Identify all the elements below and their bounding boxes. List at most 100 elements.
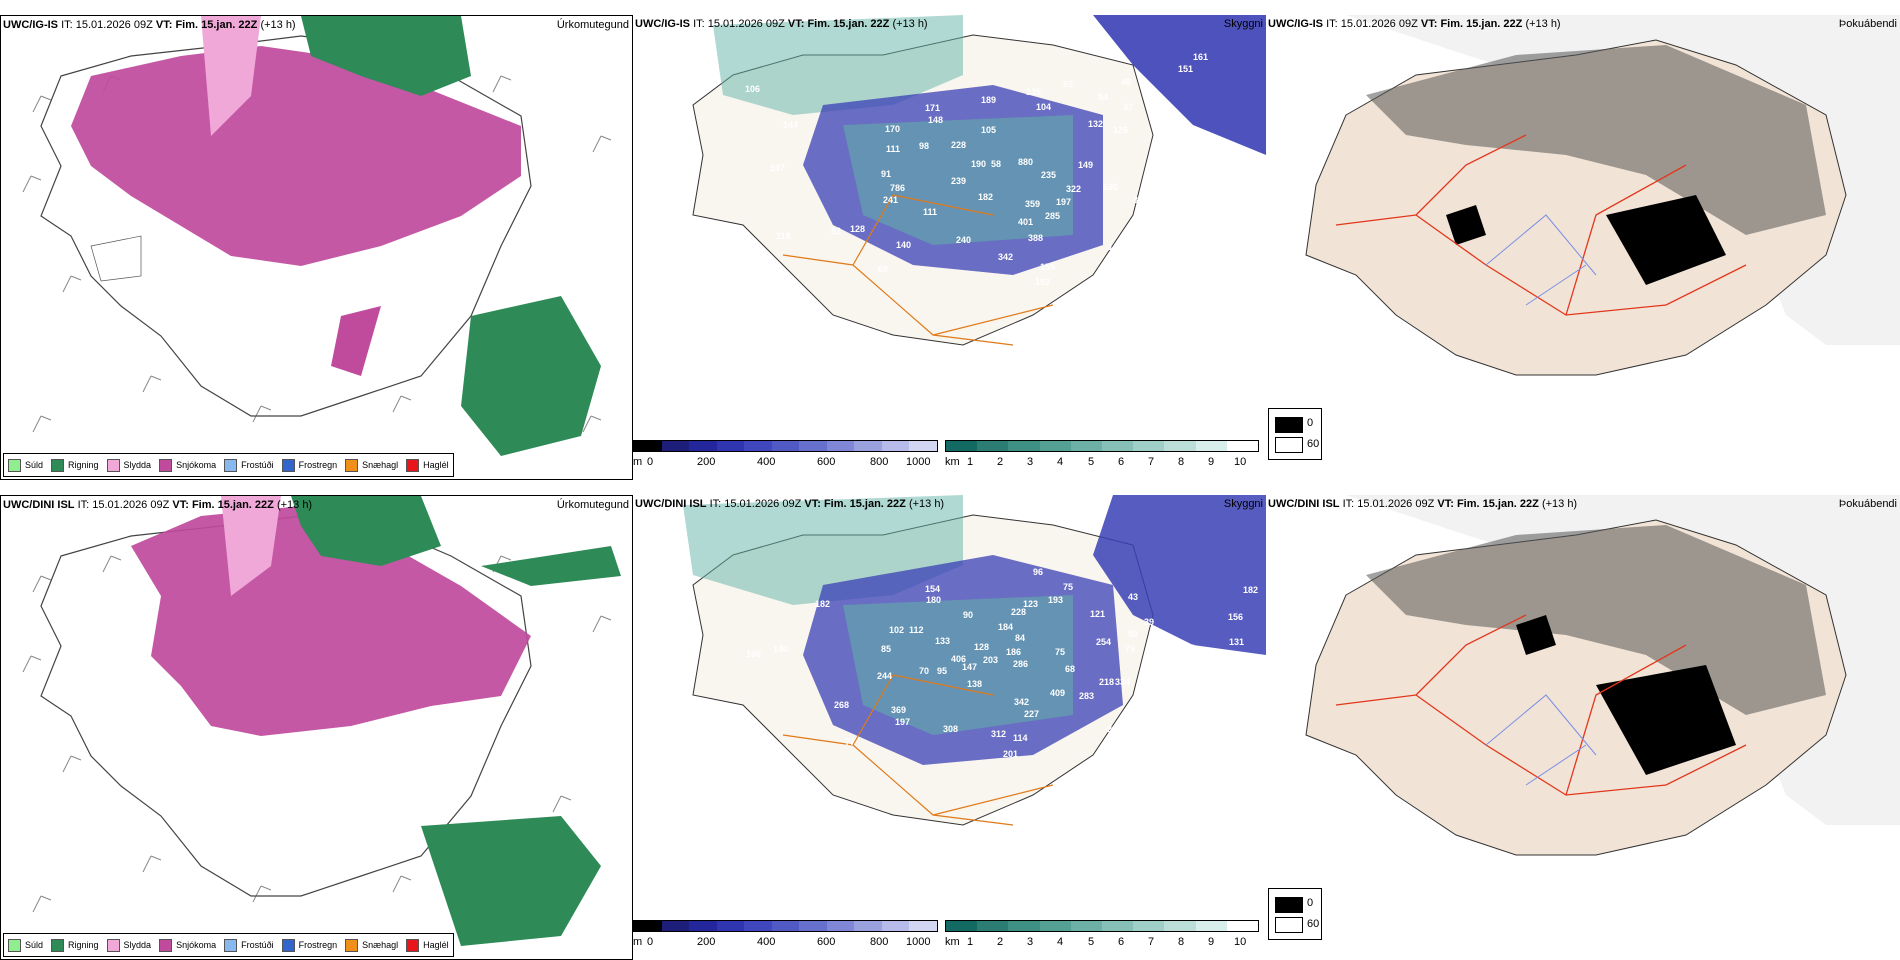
tick-label: 0 (647, 936, 654, 948)
fog-high-area (1446, 205, 1486, 245)
fog-index-panel-1: UWC/IG-IS IT: 15.01.2026 09Z VT: Fim. 15… (1266, 15, 1900, 480)
panel-title: UWC/DINI ISL IT: 15.01.2026 09Z VT: Fim.… (3, 499, 313, 511)
fog-high-area (1516, 615, 1556, 655)
tick-label: 600 (817, 456, 836, 468)
sleet-area (201, 16, 261, 136)
value-label: 91 (881, 169, 891, 179)
fog-legend-2: 0 60 (1268, 888, 1322, 940)
legend-item: Frostúði (224, 458, 274, 472)
value-label: 98 (919, 141, 929, 151)
legend-item: Frostregn (281, 938, 337, 952)
fog-legend-low-swatch (1275, 917, 1303, 933)
value-label: 283 (1079, 691, 1094, 701)
value-label: 359 (1025, 199, 1040, 209)
wind-barbs (22, 555, 612, 913)
legend-swatch (281, 458, 295, 472)
value-label: 90 (963, 610, 973, 620)
visibility-shading (843, 115, 1073, 245)
value-label: 79 (1125, 644, 1135, 654)
panel-title: UWC/IG-IS IT: 15.01.2026 09Z VT: Fim. 15… (1268, 18, 1561, 30)
tick-label: 800 (870, 936, 889, 948)
tick-label: 200 (697, 456, 716, 468)
ceiling-unit: m (633, 456, 643, 468)
value-label: 190 (971, 159, 986, 169)
tick-label: 10 (1234, 936, 1247, 948)
legend-item: Snjókoma (159, 458, 216, 472)
fog-legend-high-label: 0 (1307, 897, 1314, 909)
panel-param-name: Úrkomutegund (556, 19, 629, 31)
visibility-map-1: 161 151 92 48 54 37 55 88 110 135 104 13… (692, 15, 1266, 346)
value-label: 244 (877, 671, 892, 681)
value-label: 85 (881, 644, 891, 654)
value-label: 334 (1115, 677, 1130, 687)
value-label: 140 (896, 240, 911, 250)
value-label: 154 (925, 584, 940, 594)
legend-item: Snæhagl (345, 458, 398, 472)
value-label: 48 (1185, 643, 1195, 653)
fog-legend-high-swatch (1275, 417, 1303, 433)
value-label: 14 (1108, 242, 1118, 252)
panel-title: UWC/DINI ISL IT: 15.01.2026 09Z VT: Fim.… (635, 498, 945, 510)
panel-title: UWC/IG-IS IT: 15.01.2026 09Z VT: Fim. 15… (3, 19, 296, 31)
tick-label: 9 (1208, 456, 1215, 468)
visibility-colorbar: km 1 2 3 4 5 6 7 8 9 10 (945, 920, 1266, 952)
value-label: 171 (925, 103, 940, 113)
visibility-map-2: 96 75 43 182 156 131 48 39 50 123 193 12… (683, 495, 1266, 826)
value-label: 92 (1063, 79, 1073, 89)
value-label: 111 (886, 144, 900, 154)
value-label: 70 (919, 666, 929, 676)
value-label: 161 (1193, 52, 1208, 62)
precip-legend: Súld Rigning Slydda Snjókoma Frostúði Fr… (3, 933, 454, 957)
value-label: 197 (1056, 197, 1071, 207)
value-label: 388 (1028, 233, 1043, 243)
value-label: 156 (1228, 612, 1243, 622)
value-label: 130 (1168, 157, 1183, 167)
value-label: 286 (1013, 659, 1028, 669)
legend-swatch (106, 458, 120, 472)
precip-legend: Súld Rigning Slydda Snjókoma Frostúði Fr… (3, 453, 454, 477)
value-label: 254 (1096, 637, 1111, 647)
tick-label: 5 (1088, 936, 1095, 948)
value-label: 201 (1003, 749, 1018, 759)
value-label: 106 (745, 84, 760, 94)
value-label: 401 (1018, 217, 1033, 227)
fog-index-panel-2: UWC/DINI ISL IT: 15.01.2026 09Z VT: Fim.… (1266, 495, 1900, 950)
value-label: 148 (928, 115, 943, 125)
rain-area-north (301, 16, 471, 96)
value-label: 135 (1026, 87, 1041, 97)
value-label: 102 (889, 625, 904, 635)
visibility-values: 96 75 43 182 156 131 48 39 50 123 193 12… (746, 567, 1258, 763)
panel-title: UWC/DINI ISL IT: 15.01.2026 09Z VT: Fim.… (1268, 498, 1578, 510)
precip-map-1 (22, 16, 612, 456)
value-label: 155 (1040, 262, 1055, 272)
precip-map-2 (22, 496, 621, 946)
value-label: 322 (1066, 184, 1081, 194)
value-label: 88 (1178, 119, 1188, 129)
value-label: 235 (1041, 170, 1056, 180)
value-label: 43 (1128, 592, 1138, 602)
visibility-shading (713, 15, 963, 115)
value-label: 182 (1243, 585, 1258, 595)
value-label: 308 (943, 724, 958, 734)
legend-item: Slydda (106, 458, 151, 472)
value-label: 186 (1006, 647, 1021, 657)
tick-label: 200 (697, 936, 716, 948)
value-label: 37 (1123, 102, 1133, 112)
value-label: 880 (1018, 157, 1033, 167)
road-lines (782, 674, 1054, 826)
value-label: 228 (951, 140, 966, 150)
tick-label: 5 (1088, 456, 1095, 468)
tick-label: 3 (1027, 936, 1034, 948)
value-label: 77 (845, 737, 855, 747)
value-label: 82 (831, 226, 841, 236)
value-label: 180 (926, 595, 941, 605)
precip-type-panel-1: UWC/IG-IS IT: 15.01.2026 09Z VT: Fim. 15… (0, 15, 633, 480)
legend-swatch (8, 458, 21, 472)
tick-label: 3 (1027, 456, 1034, 468)
visibility-unit: km (945, 936, 960, 948)
visibility-panel-2: 96 75 43 182 156 131 48 39 50 123 193 12… (633, 495, 1266, 960)
value-label: 110 (1235, 164, 1250, 174)
sleet-area (221, 496, 281, 596)
legend-swatch (51, 458, 65, 472)
value-label: 240 (956, 235, 971, 245)
